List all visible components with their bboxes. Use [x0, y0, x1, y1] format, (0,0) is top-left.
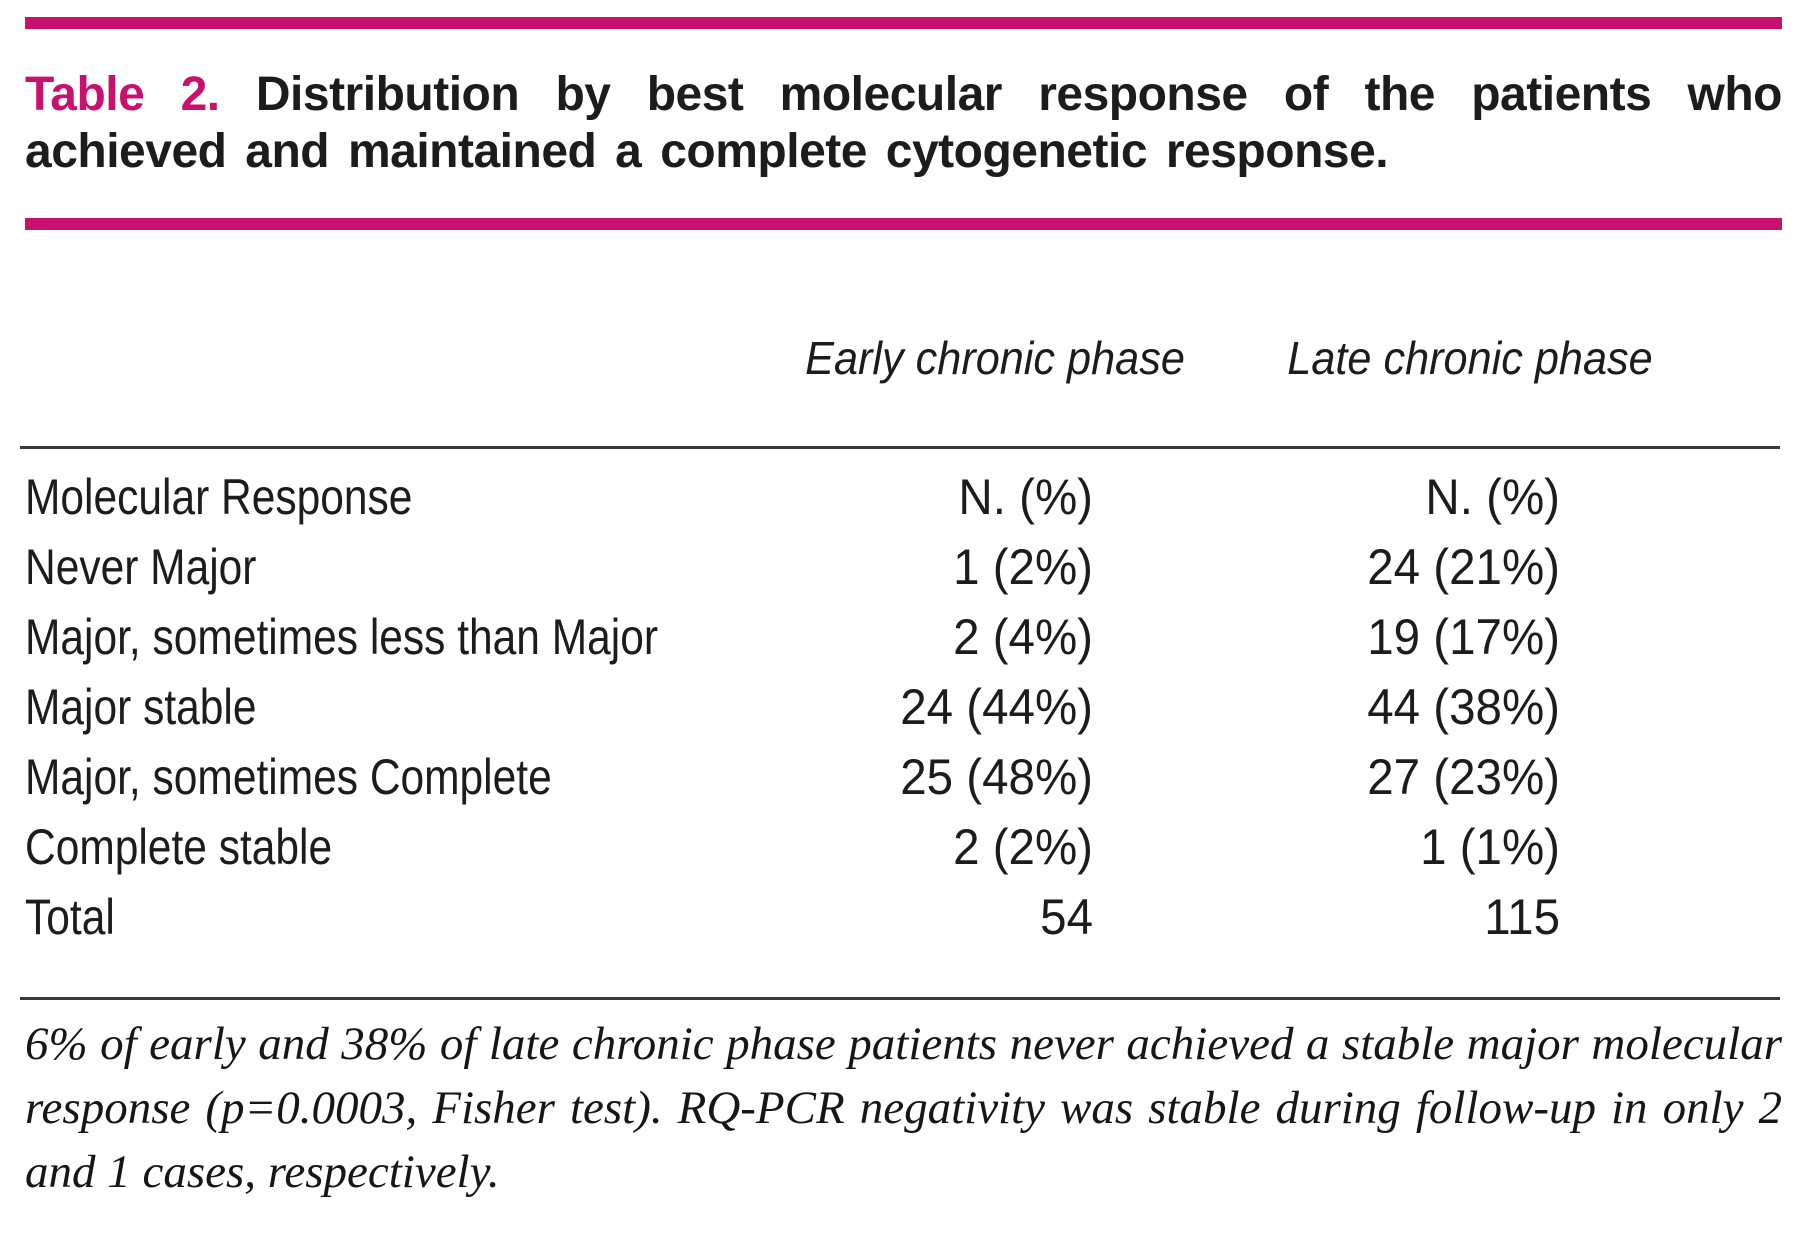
table-top-rule: [20, 446, 1780, 449]
row-label: Molecular Response: [25, 469, 413, 525]
early-value: 24 (44%): [900, 679, 1093, 735]
late-value: 24 (21%): [1367, 539, 1560, 595]
early-value: 2 (4%): [953, 609, 1093, 665]
late-value: 27 (23%): [1367, 749, 1560, 805]
table-row-total: Total 54 115: [0, 882, 1800, 952]
early-value: 25 (48%): [900, 749, 1093, 805]
row-label: Never Major: [25, 539, 257, 595]
table-row: Major, sometimes less than Major 2 (4%) …: [0, 602, 1800, 672]
table-row: Molecular Response N. (%) N. (%): [0, 462, 1800, 532]
table-footnote: 6% of early and 38% of late chronic phas…: [25, 1018, 1782, 1198]
late-value: 115: [1484, 889, 1560, 945]
early-value: 2 (2%): [953, 819, 1093, 875]
row-label: Major, sometimes Complete: [25, 749, 552, 805]
top-accent-rule: [25, 17, 1782, 29]
late-value: N. (%): [1425, 469, 1560, 525]
table-bottom-rule: [20, 997, 1780, 1000]
column-header-late-chronic-phase: Late chronic phase: [1287, 332, 1653, 384]
table-caption: Table 2. Distribution by best molecular …: [25, 66, 1783, 180]
column-header-early-chronic-phase: Early chronic phase: [805, 332, 1185, 384]
table-row: Complete stable 2 (2%) 1 (1%): [0, 812, 1800, 882]
row-label: Major stable: [25, 679, 257, 735]
column-header-row: Early chronic phase Late chronic phase: [0, 326, 1800, 390]
table-body: Molecular Response N. (%) N. (%) Never M…: [0, 462, 1800, 952]
row-label: Complete stable: [25, 819, 333, 875]
table-row: Never Major 1 (2%) 24 (21%): [0, 532, 1800, 602]
late-value: 19 (17%): [1367, 609, 1560, 665]
table-row: Major, sometimes Complete 25 (48%) 27 (2…: [0, 742, 1800, 812]
caption-accent-rule: [25, 218, 1782, 230]
late-value: 44 (38%): [1367, 679, 1560, 735]
row-label: Major, sometimes less than Major: [25, 609, 658, 665]
table-number-label: Table 2.: [25, 68, 220, 121]
table-caption-text: Distribution by best molecular response …: [25, 68, 1783, 178]
row-label: Total: [25, 889, 115, 945]
late-value: 1 (1%): [1420, 819, 1560, 875]
early-value: 1 (2%): [953, 539, 1093, 595]
early-value: 54: [1040, 889, 1093, 945]
early-value: N. (%): [958, 469, 1093, 525]
table-row: Major stable 24 (44%) 44 (38%): [0, 672, 1800, 742]
